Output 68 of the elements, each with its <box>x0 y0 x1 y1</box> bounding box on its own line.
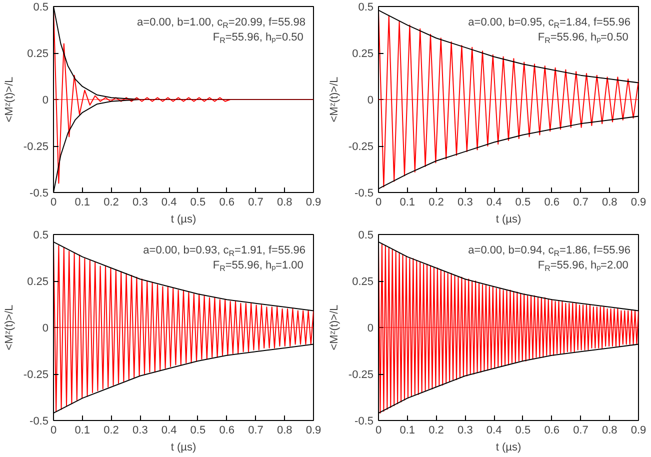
y-tick-label: -0.5 <box>354 188 374 200</box>
x-tick-label: 0.1 <box>74 424 90 436</box>
x-tick-label: 0.4 <box>161 196 177 208</box>
x-tick-label: 0.2 <box>428 424 444 436</box>
x-tick-label: 0.9 <box>630 424 646 436</box>
x-tick-label: 0.4 <box>486 196 502 208</box>
x-tick-label: 0.6 <box>544 196 560 208</box>
y-tick-label: 0.25 <box>352 276 374 288</box>
x-tick-label: 0.7 <box>573 196 588 208</box>
y-tick-label: 0.25 <box>352 48 374 60</box>
x-tick-label: 0.6 <box>219 424 234 436</box>
x-tick-label: 0.9 <box>630 196 646 208</box>
x-tick-label: 0.2 <box>104 196 119 208</box>
y-axis-title: <Mᶻ(t)>/L <box>328 304 340 350</box>
y-tick-label: -0.5 <box>30 416 49 428</box>
y-tick-label: -0.25 <box>348 369 374 381</box>
x-tick-label: 0.7 <box>248 424 264 436</box>
y-tick-label: -0.25 <box>23 141 49 153</box>
x-tick-label: 0.5 <box>515 424 531 436</box>
x-tick-label: 0.8 <box>602 424 618 436</box>
x-tick-label: 0.3 <box>458 196 473 208</box>
x-tick-label: 0.5 <box>190 424 206 436</box>
x-tick-label: 0.1 <box>400 196 416 208</box>
x-tick-label: 0 <box>375 424 382 436</box>
y-tick-label: 0.25 <box>27 48 49 60</box>
x-tick-label: 0.8 <box>276 424 292 436</box>
x-tick-label: 0.6 <box>219 196 234 208</box>
y-tick-label: 0.5 <box>33 2 49 14</box>
y-tick-label: 0.5 <box>358 230 374 242</box>
x-tick-label: 0.9 <box>306 196 322 208</box>
y-tick-label: -0.25 <box>348 141 374 153</box>
x-tick-label: 0.1 <box>400 424 416 436</box>
x-tick-label: 0.3 <box>132 424 148 436</box>
x-tick-label: 0.3 <box>458 424 473 436</box>
x-tick-label: 0.8 <box>276 196 292 208</box>
x-tick-label: 0.4 <box>161 424 177 436</box>
y-axis-title: <Mᶻ(t)>/L <box>3 304 16 350</box>
x-axis-title: t (µs) <box>496 214 522 226</box>
y-tick-label: 0 <box>367 322 374 334</box>
x-tick-label: 0.8 <box>602 196 618 208</box>
x-tick-label: 0.7 <box>248 196 264 208</box>
y-axis-title: <Mᶻ(t)>/L <box>328 76 340 122</box>
y-tick-label: 0 <box>367 94 374 106</box>
x-tick-label: 0.3 <box>132 196 148 208</box>
x-tick-label: 0.1 <box>74 196 90 208</box>
y-tick-label: 0 <box>42 322 49 334</box>
x-tick-label: 0.7 <box>573 424 588 436</box>
x-tick-label: 0.5 <box>515 196 531 208</box>
y-tick-label: 0.25 <box>27 276 49 288</box>
y-axis-title: <Mᶻ(t)>/L <box>3 76 16 122</box>
y-tick-label: -0.5 <box>354 416 374 428</box>
y-tick-label: 0 <box>42 94 49 106</box>
y-tick-label: 0.5 <box>33 230 49 242</box>
x-tick-label: 0.5 <box>190 196 206 208</box>
x-tick-label: 0.4 <box>486 424 502 436</box>
x-tick-label: 0.2 <box>428 196 444 208</box>
x-tick-label: 0.9 <box>306 424 322 436</box>
x-axis-title: t (µs) <box>496 442 522 454</box>
x-tick-label: 0.2 <box>104 424 119 436</box>
y-tick-label: -0.25 <box>23 369 49 381</box>
x-tick-label: 0 <box>375 196 382 208</box>
y-tick-label: -0.5 <box>30 188 49 200</box>
x-tick-label: 0 <box>50 196 57 208</box>
x-tick-label: 0 <box>50 424 57 436</box>
x-axis-title: t (µs) <box>170 442 196 454</box>
x-axis-title: t (µs) <box>170 214 196 226</box>
y-tick-label: 0.5 <box>358 2 374 14</box>
x-tick-label: 0.6 <box>544 424 560 436</box>
